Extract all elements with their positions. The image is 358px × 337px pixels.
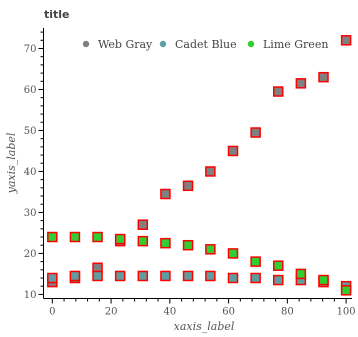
x-tick-label: 100 [337,307,356,318]
legend-item: Lime Green [247,38,328,51]
y-tick-label: 70 [24,44,37,55]
series-lime-green [47,231,352,296]
x-tick-label: 60 [222,307,235,318]
legend-marker [82,40,90,48]
data-point [295,268,307,280]
legend-label: Web Gray [98,38,153,51]
x-tick-label: 40 [163,307,176,318]
data-point [295,78,307,89]
data-point [160,270,171,282]
data-point [205,270,216,282]
data-point [318,274,329,286]
legend-item: Cadet Blue [159,38,237,51]
data-points [47,35,352,296]
y-tick-label: 40 [24,167,37,178]
legend-item: Web Gray [82,38,153,51]
data-point [92,270,103,282]
data-point [250,256,261,267]
data-point [340,35,352,46]
legend-label: Lime Green [263,38,328,51]
data-point [69,270,81,282]
data-point [250,127,261,138]
x-tick-label: 80 [281,307,294,318]
legend-marker [159,40,167,48]
chart-title: title [44,8,70,21]
x-ticks: 0 20 40 60 80 100 [49,298,356,318]
data-point [47,272,58,284]
x-tick-label: 20 [105,307,118,318]
data-point [318,71,329,83]
data-point [160,188,171,200]
axes: 10 20 30 40 50 60 70 0 20 40 60 80 100 [24,28,356,318]
data-point [137,219,149,230]
x-tick-label: 0 [49,307,55,318]
data-point [114,270,126,282]
data-point [273,86,284,97]
data-point [250,272,261,284]
data-point [182,239,194,251]
data-point [227,248,239,259]
data-point [160,237,171,249]
data-point [137,270,149,282]
y-tick-label: 50 [24,126,37,137]
y-ticks: 10 20 30 40 50 60 70 [24,31,44,301]
legend: Web Gray Cadet Blue Lime Green [82,38,328,51]
data-point [227,272,239,284]
data-point [182,270,194,282]
legend-marker [247,40,255,48]
data-point [92,231,103,243]
x-axis-label: xaxis_label [174,320,235,333]
y-tick-label: 30 [24,208,37,219]
data-point [137,235,149,247]
data-point [273,260,284,271]
legend-label: Cadet Blue [175,38,237,51]
data-point [114,233,126,245]
data-point [182,180,194,192]
data-point [273,274,284,286]
data-point [47,231,58,243]
data-point [340,285,352,296]
y-tick-label: 10 [24,290,37,301]
y-axis-label: yaxis_label [5,132,18,194]
data-point [227,145,239,157]
series-web-gray [47,35,352,288]
data-point [205,166,216,177]
y-tick-label: 60 [24,85,37,96]
y-tick-label: 20 [24,249,37,260]
data-point [69,231,81,243]
data-point [205,244,216,255]
